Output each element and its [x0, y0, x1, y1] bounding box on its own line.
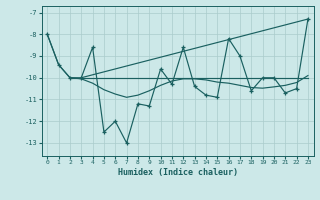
X-axis label: Humidex (Indice chaleur): Humidex (Indice chaleur) [118, 168, 237, 177]
